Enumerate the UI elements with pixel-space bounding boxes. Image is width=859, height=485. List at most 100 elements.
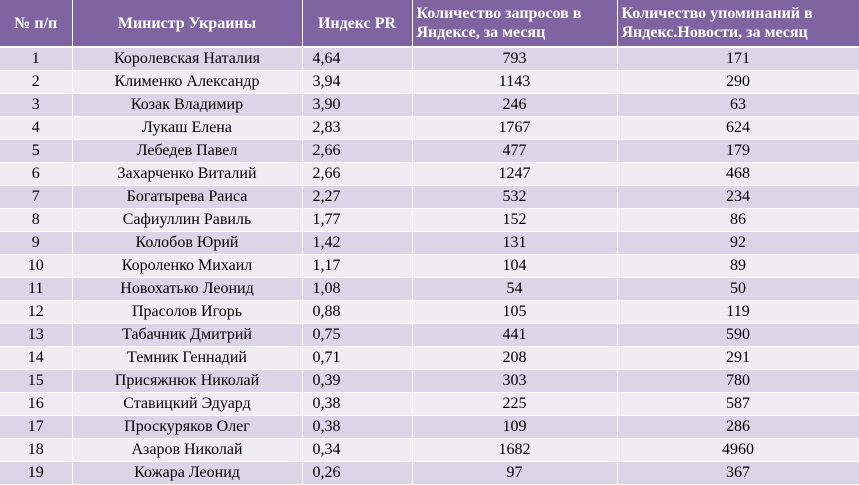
cell-pr-index: 1,42 bbox=[302, 231, 413, 255]
cell-minister-name: Колобов Юрий bbox=[72, 231, 303, 255]
cell-number: 9 bbox=[0, 231, 73, 255]
cell-minister-name: Сафиуллин Равиль bbox=[72, 208, 303, 232]
cell-queries: 477 bbox=[412, 139, 618, 163]
cell-minister-name: Присяжнюк Николай bbox=[72, 369, 303, 393]
cell-minister-name: Клименко Александр bbox=[72, 70, 303, 94]
cell-pr-index: 2,66 bbox=[302, 162, 413, 186]
cell-pr-index: 4,64 bbox=[302, 47, 413, 71]
cell-queries: 1247 bbox=[412, 162, 618, 186]
cell-queries: 532 bbox=[412, 185, 618, 209]
cell-minister-name: Табачник Дмитрий bbox=[72, 323, 303, 347]
table-body: 1 Королевская Наталия 4,64 793 171 2 Клименко … bbox=[0, 47, 859, 485]
table-row: 2 Клименко Александр 3,94 1143 290 bbox=[0, 70, 859, 94]
header-row: № п/п Министр Украины Индекс PR Количест… bbox=[0, 0, 859, 48]
cell-mentions: 291 bbox=[617, 346, 859, 370]
table-header: № п/п Министр Украины Индекс PR Количест… bbox=[0, 0, 859, 48]
cell-number: 18 bbox=[0, 438, 73, 462]
cell-number: 6 bbox=[0, 162, 73, 186]
cell-minister-name: Богатырева Раиса bbox=[72, 185, 303, 209]
cell-number: 8 bbox=[0, 208, 73, 232]
cell-queries: 793 bbox=[412, 47, 618, 71]
cell-mentions: 590 bbox=[617, 323, 859, 347]
cell-mentions: 286 bbox=[617, 415, 859, 439]
cell-minister-name: Короленко Михаил bbox=[72, 254, 303, 278]
table-row: 1 Королевская Наталия 4,64 793 171 bbox=[0, 47, 859, 71]
cell-number: 11 bbox=[0, 277, 73, 301]
cell-queries: 54 bbox=[412, 277, 618, 301]
cell-mentions: 290 bbox=[617, 70, 859, 94]
header-queries: Количество запросов в Яндексе, за месяц bbox=[412, 0, 618, 48]
cell-number: 3 bbox=[0, 93, 73, 117]
table-row: 12 Прасолов Игорь 0,88 105 119 bbox=[0, 300, 859, 324]
table-row: 19 Кожара Леонид 0,26 97 367 bbox=[0, 461, 859, 485]
cell-number: 12 bbox=[0, 300, 73, 324]
cell-queries: 152 bbox=[412, 208, 618, 232]
cell-mentions: 50 bbox=[617, 277, 859, 301]
table-row: 11 Новохатько Леонид 1,08 54 50 bbox=[0, 277, 859, 301]
cell-number: 5 bbox=[0, 139, 73, 163]
cell-queries: 131 bbox=[412, 231, 618, 255]
cell-pr-index: 0,88 bbox=[302, 300, 413, 324]
cell-queries: 97 bbox=[412, 461, 618, 485]
table-row: 10 Короленко Михаил 1,17 104 89 bbox=[0, 254, 859, 278]
cell-mentions: 63 bbox=[617, 93, 859, 117]
cell-number: 4 bbox=[0, 116, 73, 140]
cell-pr-index: 0,34 bbox=[302, 438, 413, 462]
table-row: 4 Лукаш Елена 2,83 1767 624 bbox=[0, 116, 859, 140]
cell-number: 1 bbox=[0, 47, 73, 71]
cell-mentions: 624 bbox=[617, 116, 859, 140]
cell-pr-index: 3,90 bbox=[302, 93, 413, 117]
cell-minister-name: Проскуряков Олег bbox=[72, 415, 303, 439]
cell-queries: 303 bbox=[412, 369, 618, 393]
cell-minister-name: Темник Геннадий bbox=[72, 346, 303, 370]
cell-queries: 246 bbox=[412, 93, 618, 117]
cell-minister-name: Лебедев Павел bbox=[72, 139, 303, 163]
table-row: 18 Азаров Николай 0,34 1682 4960 bbox=[0, 438, 859, 462]
cell-mentions: 89 bbox=[617, 254, 859, 278]
table-row: 15 Присяжнюк Николай 0,39 303 780 bbox=[0, 369, 859, 393]
cell-queries: 1767 bbox=[412, 116, 618, 140]
cell-mentions: 587 bbox=[617, 392, 859, 416]
table-row: 7 Богатырева Раиса 2,27 532 234 bbox=[0, 185, 859, 209]
cell-queries: 441 bbox=[412, 323, 618, 347]
cell-mentions: 4960 bbox=[617, 438, 859, 462]
cell-queries: 105 bbox=[412, 300, 618, 324]
table-row: 5 Лебедев Павел 2,66 477 179 bbox=[0, 139, 859, 163]
cell-minister-name: Захарченко Виталий bbox=[72, 162, 303, 186]
cell-minister-name: Новохатько Леонид bbox=[72, 277, 303, 301]
header-mentions: Количество упоминаний в Яндекс.Новости, … bbox=[617, 0, 859, 48]
cell-mentions: 86 bbox=[617, 208, 859, 232]
cell-number: 15 bbox=[0, 369, 73, 393]
cell-mentions: 780 bbox=[617, 369, 859, 393]
cell-number: 10 bbox=[0, 254, 73, 278]
cell-queries: 225 bbox=[412, 392, 618, 416]
table-row: 6 Захарченко Виталий 2,66 1247 468 bbox=[0, 162, 859, 186]
cell-pr-index: 3,94 bbox=[302, 70, 413, 94]
cell-mentions: 119 bbox=[617, 300, 859, 324]
table-row: 14 Темник Геннадий 0,71 208 291 bbox=[0, 346, 859, 370]
cell-mentions: 468 bbox=[617, 162, 859, 186]
cell-mentions: 234 bbox=[617, 185, 859, 209]
cell-minister-name: Козак Владимир bbox=[72, 93, 303, 117]
cell-number: 19 bbox=[0, 461, 73, 485]
cell-pr-index: 1,77 bbox=[302, 208, 413, 232]
cell-mentions: 92 bbox=[617, 231, 859, 255]
cell-number: 13 bbox=[0, 323, 73, 347]
cell-minister-name: Прасолов Игорь bbox=[72, 300, 303, 324]
cell-number: 14 bbox=[0, 346, 73, 370]
table-row: 16 Ставицкий Эдуард 0,38 225 587 bbox=[0, 392, 859, 416]
cell-minister-name: Кожара Леонид bbox=[72, 461, 303, 485]
cell-pr-index: 2,66 bbox=[302, 139, 413, 163]
header-number: № п/п bbox=[0, 0, 73, 48]
cell-pr-index: 0,75 bbox=[302, 323, 413, 347]
cell-pr-index: 0,38 bbox=[302, 415, 413, 439]
cell-minister-name: Королевская Наталия bbox=[72, 47, 303, 71]
table-row: 8 Сафиуллин Равиль 1,77 152 86 bbox=[0, 208, 859, 232]
cell-queries: 1143 bbox=[412, 70, 618, 94]
cell-pr-index: 1,17 bbox=[302, 254, 413, 278]
cell-pr-index: 0,38 bbox=[302, 392, 413, 416]
table-row: 17 Проскуряков Олег 0,38 109 286 bbox=[0, 415, 859, 439]
cell-pr-index: 2,27 bbox=[302, 185, 413, 209]
table-row: 9 Колобов Юрий 1,42 131 92 bbox=[0, 231, 859, 255]
